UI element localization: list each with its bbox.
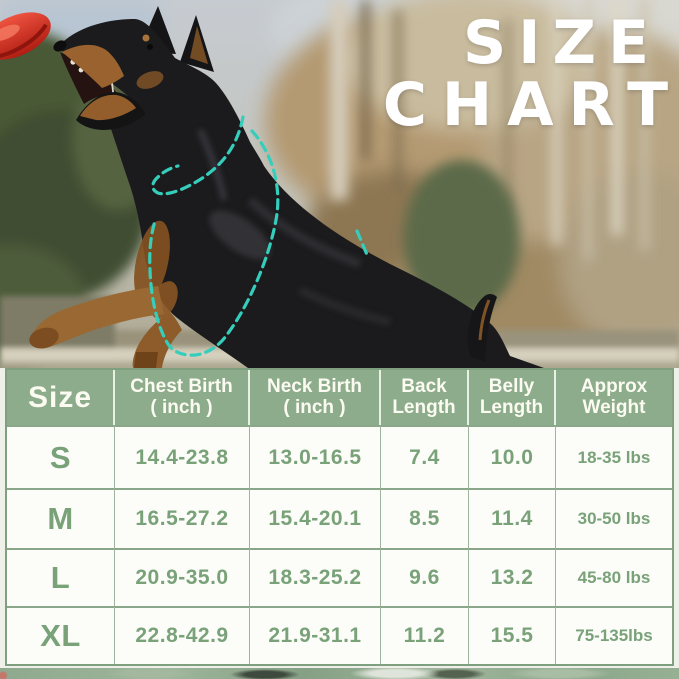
- cell-weight-s: 18-35 lbs: [556, 425, 672, 488]
- col-header-unit: ( inch ): [283, 396, 346, 418]
- cell-chest-m: 16.5-27.2: [115, 488, 250, 548]
- col-header-back: Back Length: [381, 370, 469, 425]
- col-header-chest: Chest Birth ( inch ): [115, 370, 250, 425]
- col-header-label: Neck Birth: [266, 375, 363, 397]
- cell-chest-s: 14.4-23.8: [115, 425, 250, 488]
- col-header-label: Size: [27, 381, 93, 414]
- frisbee: [0, 12, 51, 60]
- cell-neck-xl: 21.9-31.1: [250, 606, 381, 664]
- cell-belly-xl: 15.5: [469, 606, 556, 664]
- col-header-label: Back: [401, 375, 447, 397]
- cell-belly-m: 11.4: [469, 488, 556, 548]
- neck-measure-line: [151, 115, 245, 196]
- size-chart-grid: Size Chest Birth ( inch ) Neck Birth ( i…: [5, 368, 674, 666]
- cell-chest-l: 20.9-35.0: [115, 548, 250, 606]
- cell-size-m: M: [7, 488, 115, 548]
- col-header-label: Chest Birth: [130, 375, 233, 397]
- col-header-label: Belly: [488, 375, 535, 397]
- dog-doberman: [29, 6, 544, 368]
- cell-neck-l: 18.3-25.2: [250, 548, 381, 606]
- cell-belly-l: 13.2: [469, 548, 556, 606]
- cell-neck-s: 13.0-16.5: [250, 425, 381, 488]
- cell-back-l: 9.6: [381, 548, 469, 606]
- cell-belly-s: 10.0: [469, 425, 556, 488]
- cell-size-l: L: [7, 548, 115, 606]
- hero-photo: SIZE CHART: [0, 0, 679, 368]
- cell-weight-l: 45-80 lbs: [556, 548, 672, 606]
- cell-back-s: 7.4: [381, 425, 469, 488]
- cell-back-xl: 11.2: [381, 606, 469, 664]
- cell-size-xl: XL: [7, 606, 115, 664]
- col-header-label: Approx: [580, 375, 648, 397]
- col-header-size: Size: [7, 370, 115, 425]
- col-header-neck: Neck Birth ( inch ): [250, 370, 381, 425]
- col-header-label: Weight: [582, 396, 646, 418]
- cell-weight-xl: 75-135lbs: [556, 606, 672, 664]
- back-measure-dash: [355, 229, 370, 259]
- col-header-weight: Approx Weight: [556, 370, 672, 425]
- cell-back-m: 8.5: [381, 488, 469, 548]
- col-header-label: Length: [479, 396, 544, 418]
- col-header-label: Length: [392, 396, 456, 418]
- cell-chest-xl: 22.8-42.9: [115, 606, 250, 664]
- chest-measure-line: [148, 129, 280, 357]
- dog-coat-highlights: [196, 128, 391, 326]
- cell-neck-m: 15.4-20.1: [250, 488, 381, 548]
- size-chart-title: SIZE CHART: [382, 8, 679, 140]
- hero-photo-illustration: [0, 0, 679, 368]
- size-chart-table: Size Chest Birth ( inch ) Neck Birth ( i…: [0, 368, 679, 668]
- col-header-belly: Belly Length: [469, 370, 556, 425]
- title-line-chart: CHART: [382, 70, 679, 140]
- col-header-unit: ( inch ): [150, 396, 213, 418]
- cell-size-s: S: [7, 425, 115, 488]
- next-image-strip: [0, 668, 679, 679]
- tree-trunks: [330, 0, 648, 260]
- title-line-size: SIZE: [462, 8, 661, 78]
- cell-weight-m: 30-50 lbs: [556, 488, 672, 548]
